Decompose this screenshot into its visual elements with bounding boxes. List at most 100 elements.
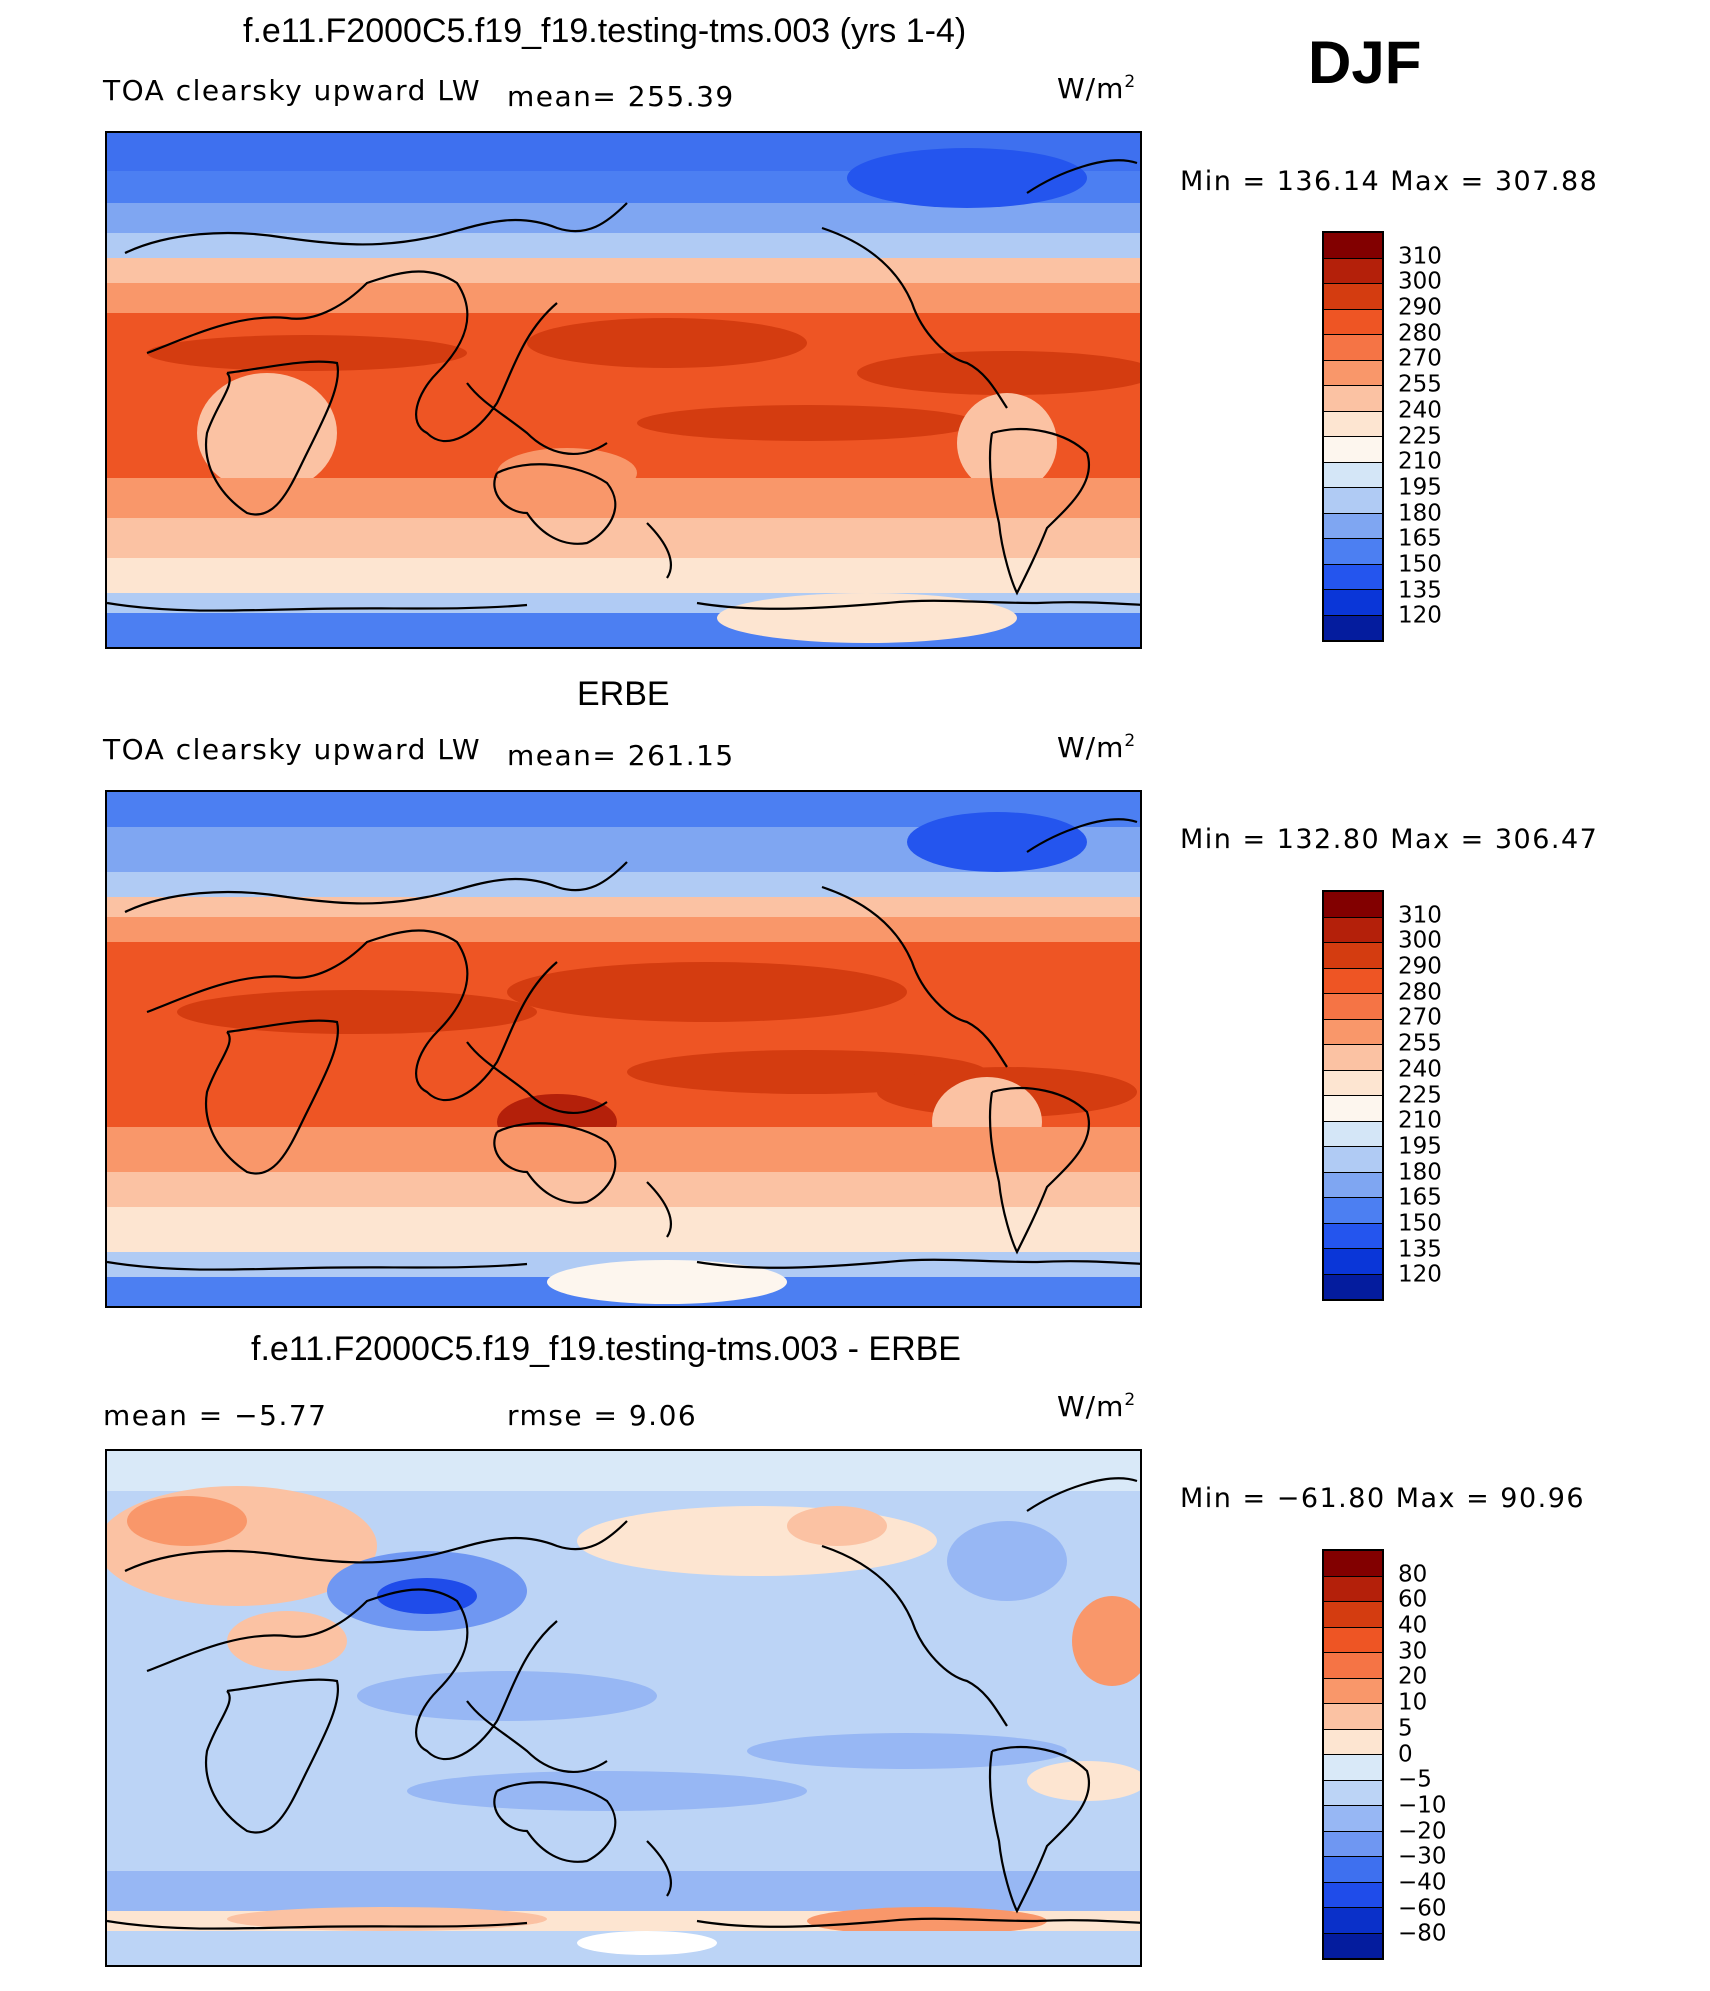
panel-1-title: f.e11.F2000C5.f19_f19.testing-tms.003 (y…: [243, 12, 967, 50]
colorbar-tick-label: 120: [1398, 602, 1442, 629]
colorbar-swatch: [1324, 615, 1382, 640]
panel-2-map: [105, 790, 1142, 1308]
colorbar-tick-label: 300: [1398, 268, 1442, 295]
colorbar-swatch: [1324, 1908, 1382, 1934]
colorbar-swatch: [1324, 1678, 1382, 1704]
colorbar-tick-label: 135: [1398, 1236, 1442, 1263]
panel-2-title: ERBE: [577, 675, 670, 713]
colorbar-swatch: [1324, 1780, 1382, 1806]
colorbar-swatch: [1324, 1121, 1382, 1147]
colorbar-swatch: [1324, 1704, 1382, 1730]
colorbar-tick-label: 180: [1398, 500, 1442, 527]
colorbar-tick-label: 225: [1398, 1082, 1442, 1108]
colorbar-tick-label: 300: [1398, 927, 1442, 954]
colorbar-tick-label: 150: [1398, 551, 1442, 578]
panel-1-contour-field: [107, 133, 1140, 647]
colorbar-tick-label: 290: [1398, 953, 1442, 980]
colorbar-tick-label: 30: [1398, 1638, 1428, 1665]
colorbar-tick-label: 40: [1398, 1612, 1428, 1639]
panel-3-map: [105, 1449, 1142, 1967]
colorbar-swatch: [1324, 233, 1382, 259]
colorbar-tick-label: 120: [1398, 1261, 1442, 1288]
colorbar-swatch: [1324, 539, 1382, 565]
colorbar-tick-label: −30: [1398, 1843, 1447, 1870]
colorbar-swatch: [1324, 1576, 1382, 1602]
panel-3-title: f.e11.F2000C5.f19_f19.testing-tms.003 - …: [251, 1330, 961, 1368]
colorbar-swatch: [1324, 994, 1382, 1020]
colorbar-swatch: [1324, 1755, 1382, 1781]
colorbar-swatch: [1324, 1857, 1382, 1883]
panel-2-colorbar: [1322, 890, 1384, 1301]
panel-1-colorbar-labels: 310 300 290 280 270 255 240 225 210 195 180 165 150 1…: [1398, 231, 1488, 642]
panel-1-colorbar: [1322, 231, 1384, 642]
colorbar-swatch: [1324, 513, 1382, 539]
colorbar-tick-label: 210: [1398, 448, 1442, 475]
panel-3-colorbar: [1322, 1549, 1384, 1960]
panel-1-map: [105, 131, 1142, 649]
colorbar-tick-label: 165: [1398, 525, 1442, 552]
colorbar-swatch: [1324, 1198, 1382, 1224]
colorbar-swatch: [1324, 1551, 1382, 1577]
colorbar-tick-label: 270: [1398, 345, 1442, 372]
season-label: DJF: [1308, 29, 1422, 96]
colorbar-swatch: [1324, 564, 1382, 590]
colorbar-swatch: [1324, 258, 1382, 284]
panel-3-contour-field: [107, 1451, 1140, 1965]
colorbar-tick-label: −20: [1398, 1818, 1447, 1845]
colorbar-tick-label: 225: [1398, 423, 1442, 449]
panel-3-minmax: Min = −61.80 Max = 90.96: [1180, 1483, 1586, 1514]
panel-3-units: W/m2: [1057, 1390, 1137, 1423]
colorbar-swatch: [1324, 1602, 1382, 1628]
colorbar-swatch: [1324, 1806, 1382, 1832]
colorbar-tick-label: 195: [1398, 474, 1442, 501]
colorbar-tick-label: 135: [1398, 577, 1442, 604]
colorbar-swatch: [1324, 1223, 1382, 1249]
colorbar-tick-label: 255: [1398, 371, 1442, 398]
colorbar-swatch: [1324, 590, 1382, 616]
panel-1-units: W/m2: [1057, 72, 1137, 105]
panel-1-variable: TOA clearsky upward LW: [103, 74, 482, 107]
colorbar-swatch: [1324, 462, 1382, 488]
colorbar-tick-label: 165: [1398, 1184, 1442, 1211]
colorbar-swatch: [1324, 1172, 1382, 1198]
colorbar-tick-label: −80: [1398, 1920, 1447, 1947]
colorbar-tick-label: 290: [1398, 294, 1442, 321]
panel-3-mean: mean = −5.77: [103, 1399, 328, 1432]
colorbar-tick-label: −40: [1398, 1869, 1447, 1896]
colorbar-swatch: [1324, 309, 1382, 335]
colorbar-swatch: [1324, 284, 1382, 310]
panel-2-minmax: Min = 132.80 Max = 306.47: [1180, 824, 1599, 855]
colorbar-swatch: [1324, 1627, 1382, 1653]
colorbar-swatch: [1324, 968, 1382, 994]
colorbar-swatch: [1324, 360, 1382, 386]
colorbar-tick-label: 240: [1398, 1056, 1442, 1083]
panel-3-rmse: rmse = 9.06: [507, 1399, 698, 1432]
colorbar-tick-label: −10: [1398, 1792, 1447, 1819]
panel-2-units: W/m2: [1057, 731, 1137, 764]
colorbar-swatch: [1324, 1933, 1382, 1958]
colorbar-tick-label: 0: [1398, 1741, 1413, 1767]
colorbar-swatch: [1324, 892, 1382, 918]
panel-2-contour-field: [107, 792, 1140, 1306]
colorbar-tick-label: 280: [1398, 320, 1442, 347]
colorbar-tick-label: 270: [1398, 1004, 1442, 1031]
colorbar-swatch: [1324, 411, 1382, 437]
colorbar-tick-label: 150: [1398, 1210, 1442, 1237]
colorbar-swatch: [1324, 1096, 1382, 1122]
colorbar-tick-label: 310: [1398, 243, 1442, 270]
colorbar-swatch: [1324, 943, 1382, 969]
colorbar-tick-label: 255: [1398, 1030, 1442, 1057]
colorbar-tick-label: −60: [1398, 1895, 1447, 1922]
colorbar-swatch: [1324, 917, 1382, 943]
colorbar-tick-label: 20: [1398, 1663, 1428, 1690]
colorbar-tick-label: 240: [1398, 397, 1442, 424]
colorbar-tick-label: 210: [1398, 1107, 1442, 1134]
colorbar-swatch: [1324, 437, 1382, 463]
colorbar-swatch: [1324, 1274, 1382, 1299]
panel-2-variable: TOA clearsky upward LW: [103, 733, 482, 766]
colorbar-swatch: [1324, 1147, 1382, 1173]
colorbar-swatch: [1324, 1070, 1382, 1096]
colorbar-tick-label: 280: [1398, 979, 1442, 1006]
colorbar-swatch: [1324, 488, 1382, 514]
colorbar-swatch: [1324, 1831, 1382, 1857]
